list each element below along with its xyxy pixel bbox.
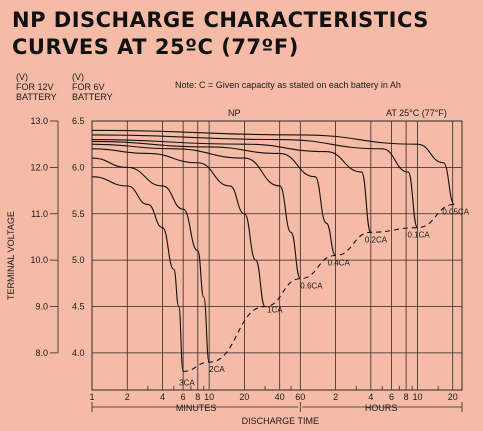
- discharge-curve-0_05CA: [91, 129, 455, 206]
- header-6v-unit: (V): [72, 72, 84, 82]
- curve-label: 0.05CA: [442, 207, 469, 216]
- discharge-curve-2CA: [91, 157, 210, 363]
- chart-title-line1: NP DISCHARGE CHARACTERISTICS: [12, 8, 429, 32]
- x-tick-label: 40: [275, 392, 285, 402]
- curve-label: 0.2CA: [365, 235, 388, 244]
- chart-title-line2: CURVES AT 25ºC (77ºF): [12, 35, 299, 59]
- y-tick-label-6v: 4.5: [72, 302, 85, 312]
- y-tick-label-6v: 6.0: [72, 162, 85, 172]
- header-12v-battery: BATTERY: [16, 92, 57, 102]
- x-tick-label: 4: [368, 392, 373, 402]
- header-12v-unit: (V): [16, 72, 28, 82]
- header-6v: (V) FOR 6V BATTERY: [72, 72, 113, 102]
- header-6v-for: FOR 6V: [72, 82, 105, 92]
- x-tick-label: 8: [404, 392, 409, 402]
- temperature-label: AT 25°C (77°F): [386, 108, 447, 118]
- x-tick-label: 4: [160, 392, 165, 402]
- series-label-np: NP: [228, 108, 241, 118]
- curve-label: 3CA: [179, 378, 195, 387]
- x-tick-label: 10: [412, 392, 422, 402]
- x-axis-label: DISCHARGE TIME: [242, 416, 319, 426]
- header-12v: (V) FOR 12V BATTERY: [16, 72, 57, 102]
- x-tick-label: 1: [89, 392, 94, 402]
- x-tick-label: 10: [204, 392, 214, 402]
- y-tick-label-12v: 12.0: [30, 162, 48, 172]
- capacity-note: Note: C = Given capacity as stated on ea…: [175, 80, 401, 90]
- curve-label: 2CA: [209, 365, 225, 374]
- end-voltage-curve: [183, 203, 455, 372]
- hours-label: HOURS: [365, 403, 398, 413]
- x-tick-label: 6: [389, 392, 394, 402]
- x-tick-label: 6: [181, 392, 186, 402]
- curve-label: 0.1CA: [407, 231, 430, 240]
- y-tick-label-6v: 5.0: [72, 255, 85, 265]
- x-tick-label: 60: [295, 392, 305, 402]
- x-tick-label: 8: [195, 392, 200, 402]
- y-tick-label-12v: 13.0: [30, 116, 48, 126]
- y-tick-label-12v: 9.0: [35, 302, 48, 312]
- discharge-curve-0_6CA: [91, 143, 301, 280]
- discharge-curve-0_2CA: [91, 139, 372, 233]
- y-tick-label-12v: 10.0: [30, 255, 48, 265]
- x-tick-label: 20: [239, 392, 249, 402]
- x-tick-label: 2: [333, 392, 338, 402]
- discharge-curve-0_4CA: [91, 140, 337, 257]
- y-tick-label-6v: 4.0: [72, 348, 85, 358]
- curve-label: 1CA: [267, 306, 283, 315]
- y-tick-label-6v: 6.5: [72, 116, 85, 126]
- y-tick-label-12v: 11.0: [31, 209, 48, 219]
- minutes-label: MINUTES: [176, 403, 217, 413]
- discharge-curve-0_1CA: [91, 134, 418, 229]
- header-12v-for: FOR 12V: [16, 82, 54, 92]
- y-tick-label-12v: 8.0: [35, 348, 48, 358]
- curve-label: 0.4CA: [328, 259, 351, 268]
- discharge-curve-3CA: [91, 176, 184, 372]
- curve-label: 0.6CA: [300, 282, 323, 291]
- header-6v-battery: BATTERY: [72, 92, 113, 102]
- discharge-curve-1CA: [91, 148, 266, 308]
- y-tick-label-6v: 5.5: [72, 209, 85, 219]
- x-tick-label: 20: [448, 392, 458, 402]
- x-tick-label: 2: [125, 392, 130, 402]
